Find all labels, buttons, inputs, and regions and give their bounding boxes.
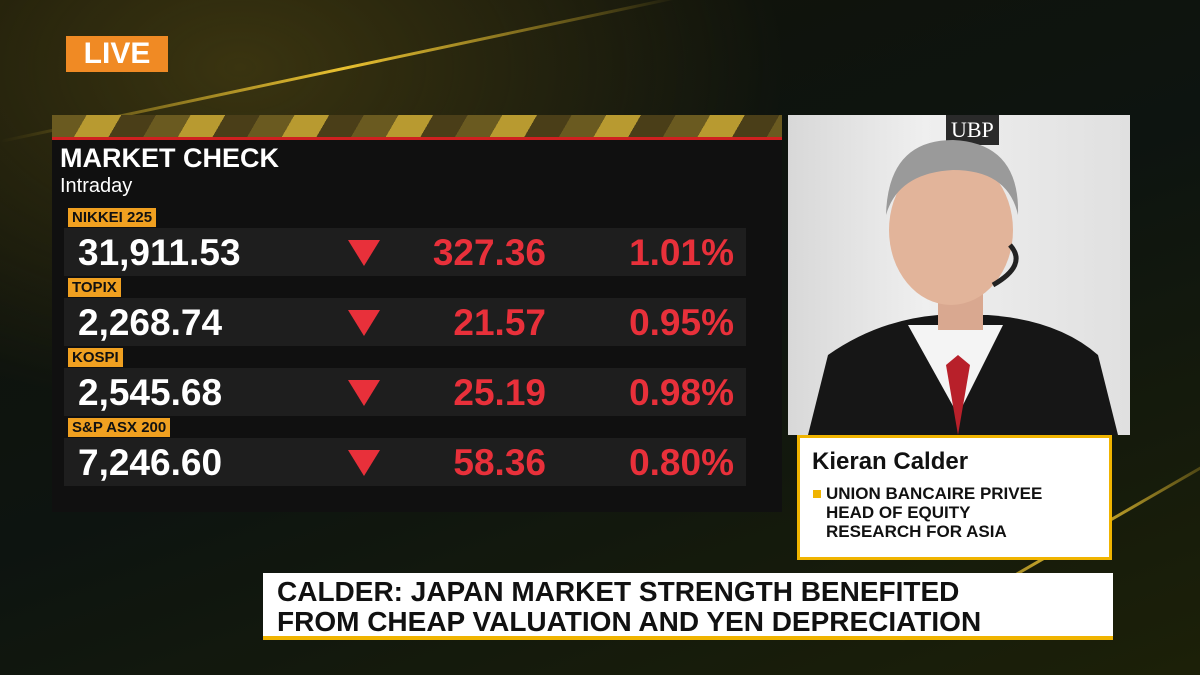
index-row: 31,911.53 327.36 1.01%: [64, 228, 746, 276]
down-arrow: [348, 240, 380, 266]
down-arrow: [348, 310, 380, 336]
name-card: Kieran Calder UNION BANCAIRE PRIVEE HEAD …: [797, 435, 1112, 560]
bullet: [813, 490, 821, 498]
guest-video: UBP: [788, 115, 1130, 435]
market-panel: MARKET CHECK Intraday NIKKEI 225 31,911.5…: [52, 115, 782, 512]
index-name: KOSPI: [68, 348, 123, 367]
index-row: 2,545.68 25.19 0.98%: [64, 368, 746, 416]
index-value: 2,545.68: [78, 372, 223, 413]
index-name: S&P ASX 200: [68, 418, 171, 437]
live-badge: LIVE: [66, 36, 168, 72]
guest-name: Kieran Calder: [812, 448, 969, 475]
guest-figure: [808, 140, 1118, 435]
index-name: NIKKEI 225: [68, 208, 157, 227]
index-percent: 0.98%: [629, 372, 734, 413]
panel-stripe: [52, 115, 782, 137]
index-value: 7,246.60: [78, 442, 223, 483]
index-percent: 1.01%: [629, 232, 734, 273]
index-change: 327.36: [432, 232, 546, 273]
index-change: 21.57: [453, 302, 546, 343]
headline-text: CALDER: JAPAN MARKET STRENGTH BENEFITED: [277, 576, 960, 607]
guest-title: UNION BANCAIRE PRIVEE: [826, 484, 1043, 503]
panel-rule: [52, 137, 782, 140]
guest-title: HEAD OF EQUITY: [826, 503, 971, 522]
headline-bar: CALDER: JAPAN MARKET STRENGTH BENEFITED F…: [263, 573, 1113, 640]
index-value: 31,911.53: [78, 232, 241, 273]
down-arrow: [348, 450, 380, 476]
logo: UBP: [946, 115, 999, 145]
index-change: 25.19: [453, 372, 546, 413]
index-value: 2,268.74: [78, 302, 223, 343]
index-change: 58.36: [453, 442, 546, 483]
index-percent: 0.80%: [629, 442, 734, 483]
index-name: TOPIX: [68, 278, 121, 297]
index-row: 7,246.60 58.36 0.80%: [64, 438, 746, 486]
index-row: 2,268.74 21.57 0.95%: [64, 298, 746, 346]
down-arrow: [348, 380, 380, 406]
headline-text: FROM CHEAP VALUATION AND YEN DEPRECIATIO…: [277, 606, 982, 637]
guest-title: RESEARCH FOR ASIA: [826, 522, 1007, 541]
panel-subtitle: Intraday: [60, 175, 133, 197]
index-percent: 0.95%: [629, 302, 734, 343]
panel-title: MARKET CHECK: [60, 143, 279, 173]
